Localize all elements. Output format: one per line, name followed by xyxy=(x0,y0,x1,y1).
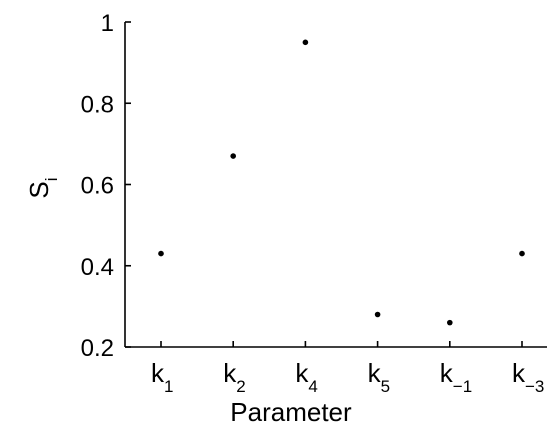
x-tick-label-subscript: −1 xyxy=(453,377,472,396)
x-ticks: k1 k2 k4 k5 k−1 k−3 xyxy=(151,341,544,396)
data-point xyxy=(158,250,164,257)
y-axis-label-main: S xyxy=(24,181,54,198)
y-axis-label: Si xyxy=(24,177,61,198)
x-tick-label: k2 xyxy=(223,358,245,396)
y-tick-label: 0.2 xyxy=(81,335,114,362)
x-tick-label-subscript: 2 xyxy=(236,377,245,396)
svg-text:Si: Si xyxy=(24,177,61,198)
y-tick-label: 1 xyxy=(101,10,114,37)
data-point xyxy=(374,311,381,318)
axes-frame xyxy=(124,22,547,348)
x-tick-label-main: k xyxy=(151,358,165,388)
x-tick-label-subscript: −3 xyxy=(525,377,544,396)
y-tick-label: 0.6 xyxy=(81,173,114,200)
x-tick-label: k−3 xyxy=(512,358,544,396)
y-ticks: 0.2 0.4 0.6 0.8 1 xyxy=(81,10,131,362)
data-point xyxy=(302,39,309,46)
x-tick-label: k−1 xyxy=(440,358,472,396)
x-tick-label: k5 xyxy=(368,358,390,396)
x-tick-label: k1 xyxy=(151,358,173,396)
x-axis-label: Parameter xyxy=(230,397,352,427)
y-tick-label: 0.4 xyxy=(81,254,114,281)
data-point xyxy=(230,153,236,159)
x-tick-label-main: k xyxy=(223,358,237,388)
x-tick-label-main: k xyxy=(440,358,454,388)
x-tick-label: k4 xyxy=(295,358,317,396)
x-tick-label-subscript: 5 xyxy=(381,377,390,396)
data-points xyxy=(158,39,525,326)
x-tick-label-subscript: 4 xyxy=(308,377,317,396)
x-tick-label-main: k xyxy=(295,358,309,388)
x-tick-label-main: k xyxy=(512,358,526,388)
y-tick-label: 0.8 xyxy=(81,91,114,118)
data-point xyxy=(519,250,525,257)
x-tick-label-main: k xyxy=(368,358,382,388)
data-point xyxy=(447,319,453,326)
y-axis-label-subscript: i xyxy=(42,177,61,181)
x-tick-label-subscript: 1 xyxy=(164,377,173,396)
